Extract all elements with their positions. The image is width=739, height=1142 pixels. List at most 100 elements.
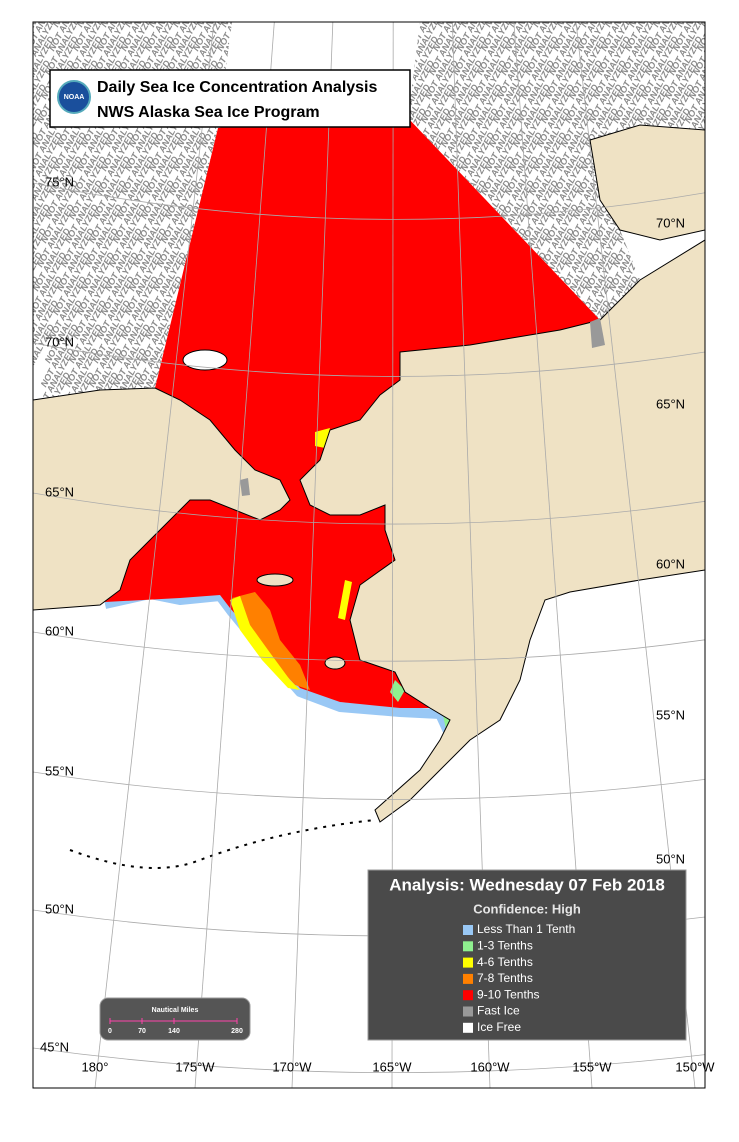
- not-analyzed-label: NOT ANALYZED: [731, 490, 739, 556]
- lon-label: 155°W: [572, 1059, 612, 1074]
- not-analyzed-label: NOT ANALYZED: [0, 178, 8, 244]
- not-analyzed-label: NOT ANALYZED: [703, 514, 739, 580]
- not-analyzed-label: NOT ANALYZED: [535, 0, 577, 5]
- legend-swatch: [463, 925, 473, 935]
- not-analyzed-label: NOT ANALYZED: [715, 10, 739, 76]
- not-analyzed-label: NOT ANALYZED: [719, 274, 739, 340]
- not-analyzed-label: NOT ANALYZED: [295, 0, 337, 5]
- lon-label: 170°W: [272, 1059, 312, 1074]
- not-analyzed-label: NOT ANALYZED: [0, 0, 24, 5]
- meridian: [391, 22, 394, 1088]
- not-analyzed-label: NOT ANALYZED: [583, 0, 625, 5]
- not-analyzed-label: NOT ANALYZED: [735, 34, 739, 100]
- meridian: [451, 22, 491, 1088]
- not-analyzed-label: NOT ANALYZED: [695, 0, 737, 53]
- not-analyzed-label: NOT ANALYZED: [0, 202, 28, 268]
- legend-box: [367, 869, 687, 1041]
- lat-label: 70°N: [656, 215, 685, 230]
- not-analyzed-label: NOT ANALYZED: [711, 610, 739, 676]
- legend: Analysis: Wednesday 07 Feb 2018 Confiden…: [367, 869, 687, 1041]
- not-analyzed-label: NOT ANALYZED: [631, 0, 673, 5]
- legend-swatch: [463, 973, 473, 984]
- not-analyzed-label: NOT ANALYZED: [735, 466, 739, 532]
- legend-label: 7-8 Tenths: [477, 971, 533, 985]
- not-analyzed-label: NOT ANALYZED: [703, 82, 739, 148]
- meridian: [575, 22, 696, 1088]
- title-frame: [49, 69, 411, 128]
- not-analyzed-label: NOT ANALYZED: [727, 658, 739, 724]
- not-analyzed-label: NOT ANALYZED: [715, 442, 739, 508]
- not-analyzed-label: NOT ANALYZED: [271, 0, 313, 5]
- not-analyzed-label: NOT ANALYZED: [719, 418, 739, 484]
- not-analyzed-label: NOT ANALYZED: [723, 682, 739, 748]
- legend-label: Less Than 1 Tenth: [477, 922, 575, 936]
- not-analyzed-label: NOT ANALYZED: [731, 202, 739, 268]
- not-analyzed-label: NOT ANALYZED: [703, 226, 739, 292]
- scale-bar: Nautical Miles 0 70 140 280: [99, 997, 251, 1041]
- not-analyzed-label: NOT ANALYZED: [699, 0, 739, 29]
- not-analyzed-label: NOT ANALYZED: [703, 370, 739, 436]
- not-analyzed-label: NOT ANALYZED: [735, 610, 739, 676]
- scale-box: [99, 997, 251, 1041]
- not-analyzed-label: NOT ANALYZED: [0, 10, 12, 76]
- meridian: [194, 22, 275, 1088]
- lat-label: 55°N: [656, 707, 685, 722]
- not-analyzed-label: NOT ANALYZED: [415, 0, 457, 5]
- not-analyzed-label: NOT ANALYZED: [655, 0, 697, 5]
- legend-swatch: [463, 941, 473, 952]
- title-box: NOAA Daily Sea Ice Concentration Analysi…: [49, 69, 411, 128]
- not-analyzed-label: NOT ANALYZED: [703, 658, 739, 724]
- not-analyzed-label: NOT ANALYZED: [727, 514, 739, 580]
- not-analyzed-label: NOT ANALYZED: [247, 0, 289, 5]
- not-analyzed-label: NOT ANALYZED: [707, 202, 739, 268]
- legend-label: 1-3 Tenths: [477, 938, 533, 952]
- not-analyzed-label: NOT ANALYZED: [199, 0, 241, 5]
- not-analyzed-label: NOT ANALYZED: [703, 0, 739, 5]
- meridian: [94, 22, 215, 1088]
- not-analyzed-label: NOT ANALYZED: [559, 0, 601, 5]
- not-analyzed-label: NOT ANALYZED: [319, 0, 361, 5]
- lon-label: 160°W: [470, 1059, 510, 1074]
- not-analyzed-label: NOT ANALYZED: [0, 0, 20, 29]
- not-analyzed-label: NOT ANALYZED: [0, 0, 16, 53]
- not-analyzed-label: NOT ANALYZED: [0, 58, 4, 124]
- not-analyzed-label: NOT ANALYZED: [727, 82, 739, 148]
- not-analyzed-label: NOT ANALYZED: [715, 586, 739, 652]
- lon-label: 175°W: [175, 1059, 215, 1074]
- not-analyzed-label: NOT ANALYZED: [711, 178, 739, 244]
- map-frame: [32, 21, 706, 1089]
- not-analyzed-label: NOT ANALYZED: [31, 0, 73, 5]
- lat-label: 60°N: [656, 556, 685, 571]
- not-analyzed-label: NOT ANALYZED: [0, 226, 24, 292]
- lat-label: 50°N: [45, 901, 74, 916]
- not-analyzed-label: NOT ANALYZED: [727, 370, 739, 436]
- lat-label: 65°N: [45, 484, 74, 499]
- not-analyzed-label: NOT ANALYZED: [679, 0, 721, 5]
- confidence: Confidence: High: [473, 901, 581, 916]
- legend-label: 9-10 Tenths: [477, 987, 540, 1001]
- not-analyzed-label: NOT ANALYZED: [0, 154, 36, 220]
- not-analyzed-label: NOT ANALYZED: [731, 346, 739, 412]
- not-analyzed-label: NOT ANALYZED: [707, 490, 739, 556]
- not-analyzed-label: NOT ANALYZED: [0, 130, 16, 196]
- lat-label: 55°N: [45, 763, 74, 778]
- not-analyzed-label: NOT ANALYZED: [0, 34, 8, 100]
- ice-7-8: [232, 592, 310, 690]
- logo-text: NOAA: [64, 94, 85, 101]
- not-analyzed-label: NOT ANALYZED: [719, 130, 739, 196]
- legend-swatch: [463, 990, 473, 1001]
- not-analyzed-label: NOT ANALYZED: [391, 0, 433, 5]
- legend-label: Fast Ice: [477, 1004, 520, 1018]
- ice-9-10: [105, 116, 600, 708]
- not-analyzed-label: NOT ANALYZED: [463, 0, 505, 5]
- legend-swatch: [463, 957, 473, 968]
- not-analyzed-label: NOT ANALYZED: [0, 106, 20, 172]
- not-analyzed-label: NOT ANALYZED: [711, 466, 739, 532]
- not-analyzed-label: NOT ANALYZED: [707, 634, 739, 700]
- nunivak-island: [324, 656, 346, 670]
- not-analyzed-label: NOT ANALYZED: [367, 0, 409, 5]
- st-lawrence-island: [256, 573, 294, 587]
- not-analyzed-label: NOT ANALYZED: [151, 0, 193, 5]
